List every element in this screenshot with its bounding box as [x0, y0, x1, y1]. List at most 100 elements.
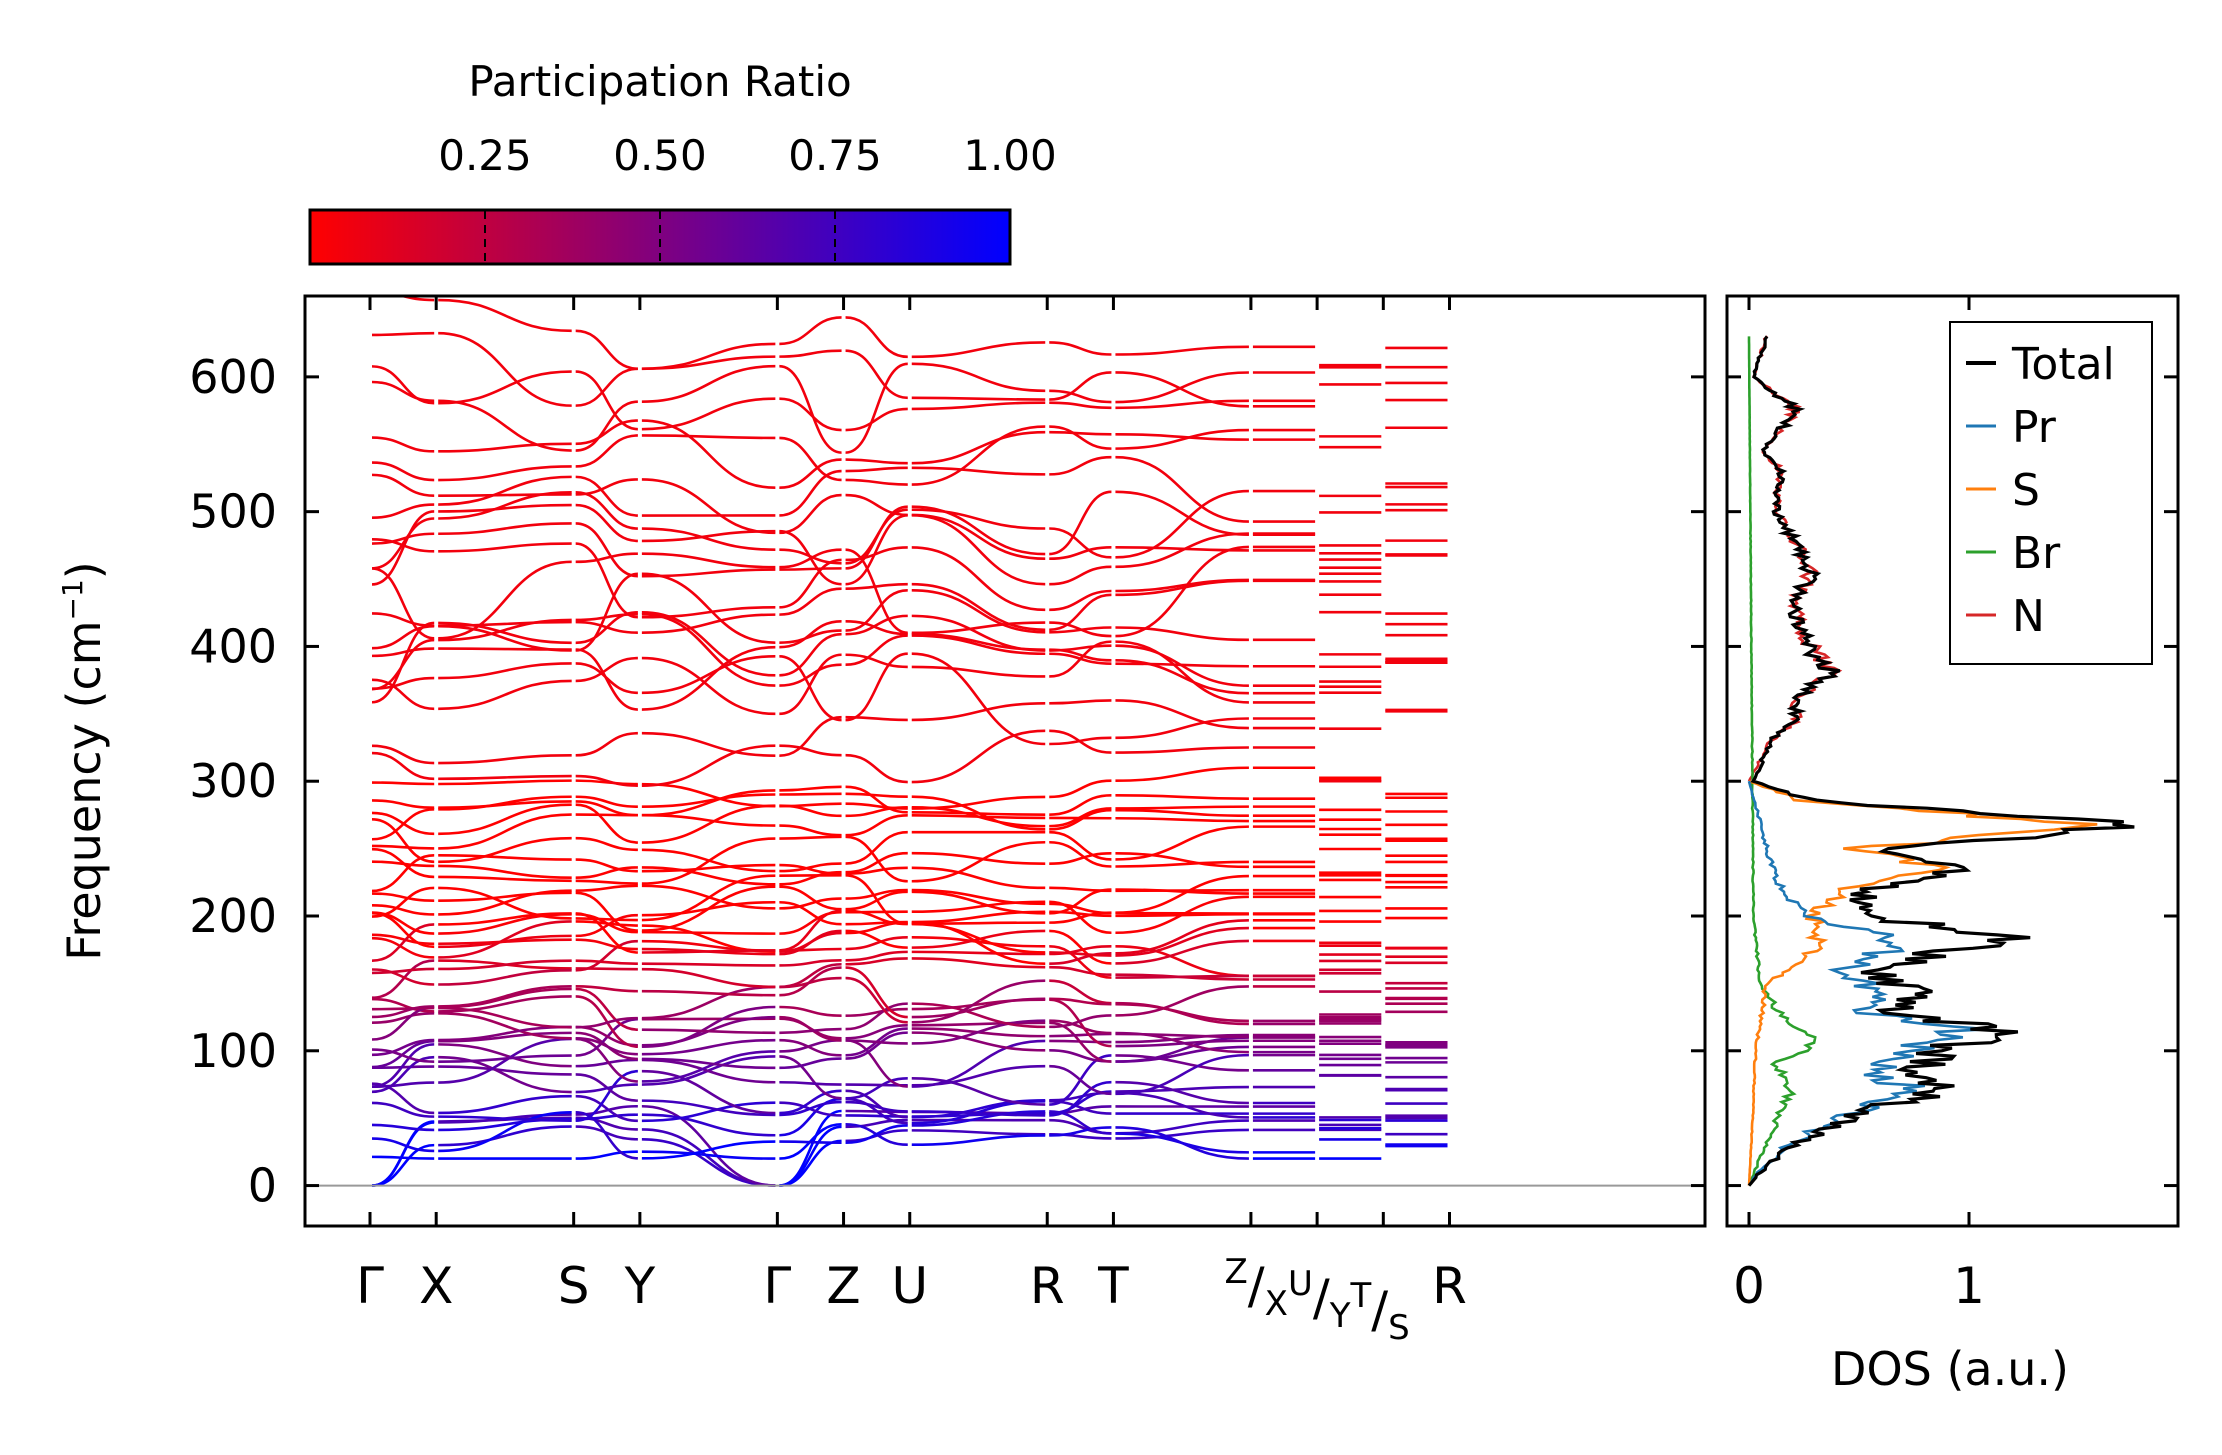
- phonon-band-segment: [438, 560, 572, 640]
- phonon-band-segment: [1115, 939, 1249, 965]
- k-label-sup: T: [1349, 1276, 1371, 1316]
- phonon-band-segment: [1115, 816, 1249, 823]
- phonon-band-segment: [438, 864, 572, 879]
- phonon-band-segment: [779, 900, 842, 926]
- phonon-band-segment: [911, 922, 1046, 954]
- phonon-band-segment: [641, 962, 776, 967]
- phonon-band-segment: [438, 465, 572, 482]
- phonon-band-segment: [641, 1113, 776, 1137]
- phonon-band-segment: [845, 957, 908, 966]
- phonon-band-segment: [371, 818, 435, 864]
- phonon-band-segment: [1115, 371, 1249, 404]
- phonon-band-segment: [845, 950, 908, 962]
- phonon-band-segment: [1049, 1014, 1112, 1029]
- phonon-band-segment: [845, 851, 908, 874]
- phonon-band-segment: [371, 638, 435, 691]
- phonon-band-segment: [575, 1125, 638, 1141]
- phonon-band-segment: [1049, 1021, 1112, 1063]
- phonon-band-segment: [641, 527, 776, 551]
- legend-label: N: [2012, 591, 2045, 642]
- phonon-band-segment: [779, 1140, 842, 1145]
- phonon-band-segment: [575, 1058, 638, 1068]
- phonon-band-segment: [911, 795, 1046, 810]
- phonon-band-segment: [911, 851, 1046, 865]
- phonon-band-segment: [438, 475, 572, 506]
- phonon-band-segment: [438, 1011, 572, 1040]
- phonon-band-segment: [1049, 621, 1112, 638]
- phonon-band-segment: [438, 679, 572, 711]
- phonon-band-segment: [845, 785, 908, 814]
- phonon-band-segment: [1115, 1132, 1249, 1154]
- phonon-band-segment: [438, 624, 572, 652]
- phonon-band-segment: [575, 984, 638, 993]
- phonon-band-segment: [779, 632, 842, 677]
- phonon-band-segment: [438, 836, 572, 864]
- phonon-band-segment: [1115, 545, 1249, 552]
- phonon-band-segment: [1049, 979, 1112, 1005]
- phonon-band-segment: [438, 1006, 572, 1029]
- phonon-band-segment: [438, 800, 572, 809]
- phonon-band-segment: [1115, 1053, 1249, 1096]
- phonon-band-segment: [1115, 455, 1249, 523]
- phonon-band-segment: [371, 847, 435, 879]
- k-label-slash: /: [1248, 1257, 1265, 1315]
- phonon-band-segment: [779, 1097, 842, 1137]
- phonon-band-segment: [1115, 717, 1249, 740]
- phonon-band-segment: [575, 774, 638, 787]
- phonon-band-segment: [371, 1121, 435, 1187]
- k-label-slash: /: [1313, 1269, 1330, 1327]
- phonon-band-segment: [438, 1054, 572, 1063]
- phonon-band-segment: [1049, 527, 1112, 559]
- y-axis-ticks: 0 100 200 300 400 500 600: [189, 350, 1705, 1213]
- phonon-band-segment: [911, 1077, 1046, 1106]
- phonon-band-segment: [1115, 699, 1249, 730]
- phonon-band-segment: [438, 1115, 572, 1123]
- phonon-band-segment: [779, 1100, 842, 1117]
- phonon-band-segment: [779, 792, 842, 796]
- phonon-band-segment: [575, 891, 638, 932]
- phonon-band-segment: [1115, 640, 1249, 704]
- legend-frame: [1949, 321, 2153, 665]
- phonon-band-segment: [1049, 929, 1112, 965]
- phonon-band-segment: [845, 910, 908, 914]
- phonon-band-segment: [641, 610, 776, 677]
- phonon-band-segment: [1115, 852, 1249, 869]
- phonon-band-segment: [1049, 779, 1112, 799]
- phonon-band-segment: [371, 612, 435, 628]
- phonon-band-segment: [1115, 911, 1249, 915]
- phonon-band-segment: [1049, 902, 1112, 915]
- phonon-band-segment: [1049, 389, 1112, 404]
- phonon-band-segment: [779, 558, 842, 609]
- phonon-band-segment: [1049, 425, 1112, 450]
- phonon-band-segment: [438, 754, 572, 765]
- phonon-band-segment: [575, 779, 638, 786]
- phonon-band-segment: [371, 1006, 435, 1011]
- phonon-band-segment: [779, 744, 842, 757]
- y-axis-label-base: Frequency (cm: [57, 620, 111, 960]
- phonon-band-segment: [911, 1110, 1046, 1127]
- phonon-band-segment: [779, 962, 842, 989]
- phonon-band-segment: [641, 1058, 776, 1084]
- phonon-band-segment: [641, 568, 776, 578]
- phonon-band-segment: [911, 582, 1046, 632]
- phonon-band-segment: [641, 419, 776, 490]
- phonon-band-segment: [371, 1137, 435, 1153]
- colorbar-label: Participation Ratio: [468, 57, 851, 106]
- phonon-band-segment: [1049, 807, 1112, 828]
- phonon-band-segment: [1049, 652, 1112, 665]
- phonon-band-segment: [371, 510, 435, 586]
- phonon-band-segment: [371, 624, 435, 650]
- phonon-band-segment: [845, 830, 908, 865]
- phonon-band-segment: [911, 589, 1046, 634]
- dos-x-axis-label: DOS (a.u.): [1831, 1342, 2069, 1396]
- phonon-band-segment: [575, 913, 638, 934]
- phonon-band-segment: [779, 785, 842, 792]
- phonon-band-segment: [845, 935, 908, 951]
- phonon-band-segment: [779, 958, 842, 967]
- phonon-band-segment: [779, 802, 842, 808]
- phonon-band-segment: [438, 618, 572, 642]
- phonon-band-segment: [575, 1037, 638, 1083]
